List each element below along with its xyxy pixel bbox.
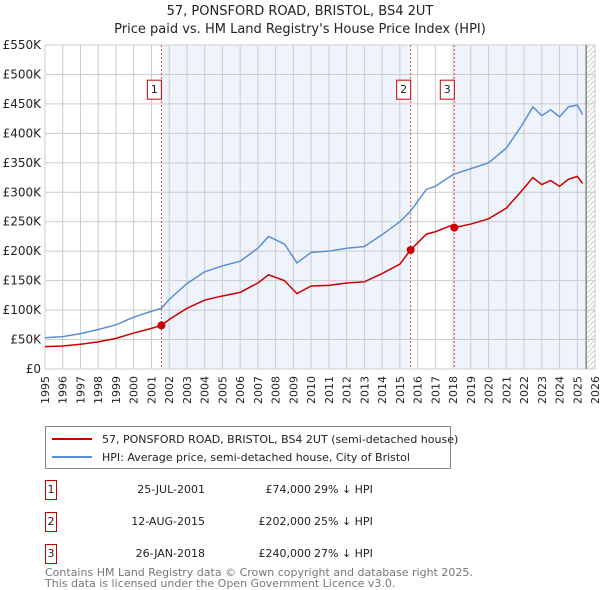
sale-marker: 1 bbox=[45, 480, 57, 500]
x-tick-label: 2017 bbox=[429, 376, 442, 404]
y-tick-label: £0 bbox=[26, 362, 41, 376]
x-tick-label: 2019 bbox=[465, 376, 478, 404]
sale-row-2: 2 12-AUG-2015 £202,000 25% ↓ HPI bbox=[45, 512, 445, 532]
x-tick-label: 2020 bbox=[483, 376, 496, 404]
sale-hpi-diff: 27% ↓ HPI bbox=[314, 547, 373, 560]
sale-row-3: 3 26-JAN-2018 £240,000 27% ↓ HPI bbox=[45, 544, 445, 564]
sale-price: £74,000 bbox=[265, 483, 312, 496]
x-tick-label: 2014 bbox=[376, 376, 389, 404]
sale-label-box bbox=[146, 79, 162, 100]
sale-label-text: 1 bbox=[151, 83, 158, 96]
x-tick-label: 2010 bbox=[305, 376, 318, 404]
sale-label-2: 2 bbox=[396, 79, 412, 100]
sale-label-text: 3 bbox=[444, 83, 451, 96]
legend-hpi-label: HPI: Average price, semi-detached house,… bbox=[102, 450, 410, 464]
y-tick-label: £150K bbox=[3, 274, 43, 288]
property-price-line bbox=[44, 175, 584, 348]
y-tick-label: £250K bbox=[3, 215, 43, 229]
x-tick-label: 2000 bbox=[128, 376, 141, 404]
x-tick-label: 2024 bbox=[554, 376, 567, 404]
y-tick-label: £300K bbox=[3, 185, 43, 199]
x-tick-label: 2009 bbox=[287, 376, 300, 404]
legend-hpi-swatch bbox=[52, 456, 92, 458]
sale-marker: 2 bbox=[45, 512, 57, 532]
x-tick-label: 2021 bbox=[500, 376, 513, 404]
sale-date: 12-AUG-2015 bbox=[131, 515, 205, 528]
legend-hpi: HPI: Average price, semi-detached house,… bbox=[52, 449, 410, 465]
forecast-hatch bbox=[586, 45, 595, 369]
x-tick-label: 2003 bbox=[181, 376, 194, 404]
sale-date: 26-JAN-2018 bbox=[135, 547, 205, 560]
legend-property-swatch bbox=[52, 438, 92, 440]
y-tick-label: £50K bbox=[10, 333, 42, 347]
shaded-band bbox=[161, 45, 411, 369]
chart-subtitle: Price paid vs. HM Land Registry's House … bbox=[114, 22, 486, 37]
y-tick-label: £100K bbox=[3, 303, 43, 317]
shaded-band bbox=[454, 45, 587, 369]
x-tick-label: 2023 bbox=[536, 376, 549, 404]
sale-label-1: 1 bbox=[146, 79, 162, 100]
x-tick-label: 2007 bbox=[252, 376, 265, 404]
legend: 57, PONSFORD ROAD, BRISTOL, BS4 2UT (sem… bbox=[45, 426, 458, 469]
x-tick-label: 1996 bbox=[57, 376, 70, 404]
sale-point bbox=[406, 246, 415, 255]
y-tick-label: £500K bbox=[3, 67, 43, 81]
x-tick-label: 2004 bbox=[199, 376, 212, 404]
x-tick-label: 1998 bbox=[92, 376, 105, 404]
x-tick-label: 2002 bbox=[163, 376, 176, 404]
sale-price: £240,000 bbox=[258, 547, 312, 560]
sale-marker: 3 bbox=[45, 544, 57, 564]
sale-label-text: 2 bbox=[400, 83, 407, 96]
price-chart: £0 £50K £100K £150K £200K £250K £300K £350K £400… bbox=[3, 38, 600, 404]
y-tick-label: £550K bbox=[3, 38, 43, 52]
sale-hpi-diff: 25% ↓ HPI bbox=[314, 515, 373, 528]
sale-price: £202,000 bbox=[258, 515, 312, 528]
footer-copyright: Contains HM Land Registry data © Crown c… bbox=[45, 566, 473, 579]
legend-property: 57, PONSFORD ROAD, BRISTOL, BS4 2UT (sem… bbox=[52, 431, 458, 447]
x-tick-label: 2001 bbox=[145, 376, 158, 404]
sale-date: 25-JUL-2001 bbox=[137, 483, 205, 496]
x-tick-label: 2006 bbox=[234, 376, 247, 404]
x-tick-label: 2018 bbox=[447, 376, 460, 404]
x-tick-label: 2026 bbox=[589, 376, 600, 404]
x-tick-label: 2022 bbox=[518, 376, 531, 404]
y-tick-label: £350K bbox=[3, 156, 43, 170]
y-tick-label: £450K bbox=[3, 97, 43, 111]
legend-property-label: 57, PONSFORD ROAD, BRISTOL, BS4 2UT (sem… bbox=[102, 432, 459, 446]
x-tick-label: 2025 bbox=[571, 376, 584, 404]
sale-row-1: 1 25-JUL-2001 £74,000 29% ↓ HPI bbox=[45, 480, 445, 500]
sale-point bbox=[450, 223, 459, 232]
x-tick-label: 2005 bbox=[216, 376, 229, 404]
sale-label-box bbox=[396, 79, 412, 100]
sale-point bbox=[157, 321, 166, 330]
sale-hpi-diff: 29% ↓ HPI bbox=[314, 483, 373, 496]
y-tick-label: £400K bbox=[3, 126, 43, 140]
x-tick-label: 1997 bbox=[74, 376, 87, 404]
footer-licence: This data is licensed under the Open Gov… bbox=[45, 577, 396, 590]
x-tick-label: 1999 bbox=[110, 376, 123, 404]
chart-title: 57, PONSFORD ROAD, BRISTOL, BS4 2UT bbox=[166, 4, 434, 19]
hpi-line bbox=[44, 104, 584, 339]
x-tick-label: 2012 bbox=[341, 376, 354, 404]
x-tick-label: 1995 bbox=[39, 376, 52, 404]
x-tick-label: 2013 bbox=[358, 376, 371, 404]
sale-label-3: 3 bbox=[439, 79, 455, 100]
x-tick-label: 2016 bbox=[412, 376, 425, 404]
x-tick-label: 2011 bbox=[323, 376, 336, 404]
x-tick-label: 2008 bbox=[270, 376, 283, 404]
x-tick-label: 2015 bbox=[394, 376, 407, 404]
y-tick-label: £200K bbox=[3, 244, 43, 258]
sale-label-box bbox=[439, 79, 455, 100]
